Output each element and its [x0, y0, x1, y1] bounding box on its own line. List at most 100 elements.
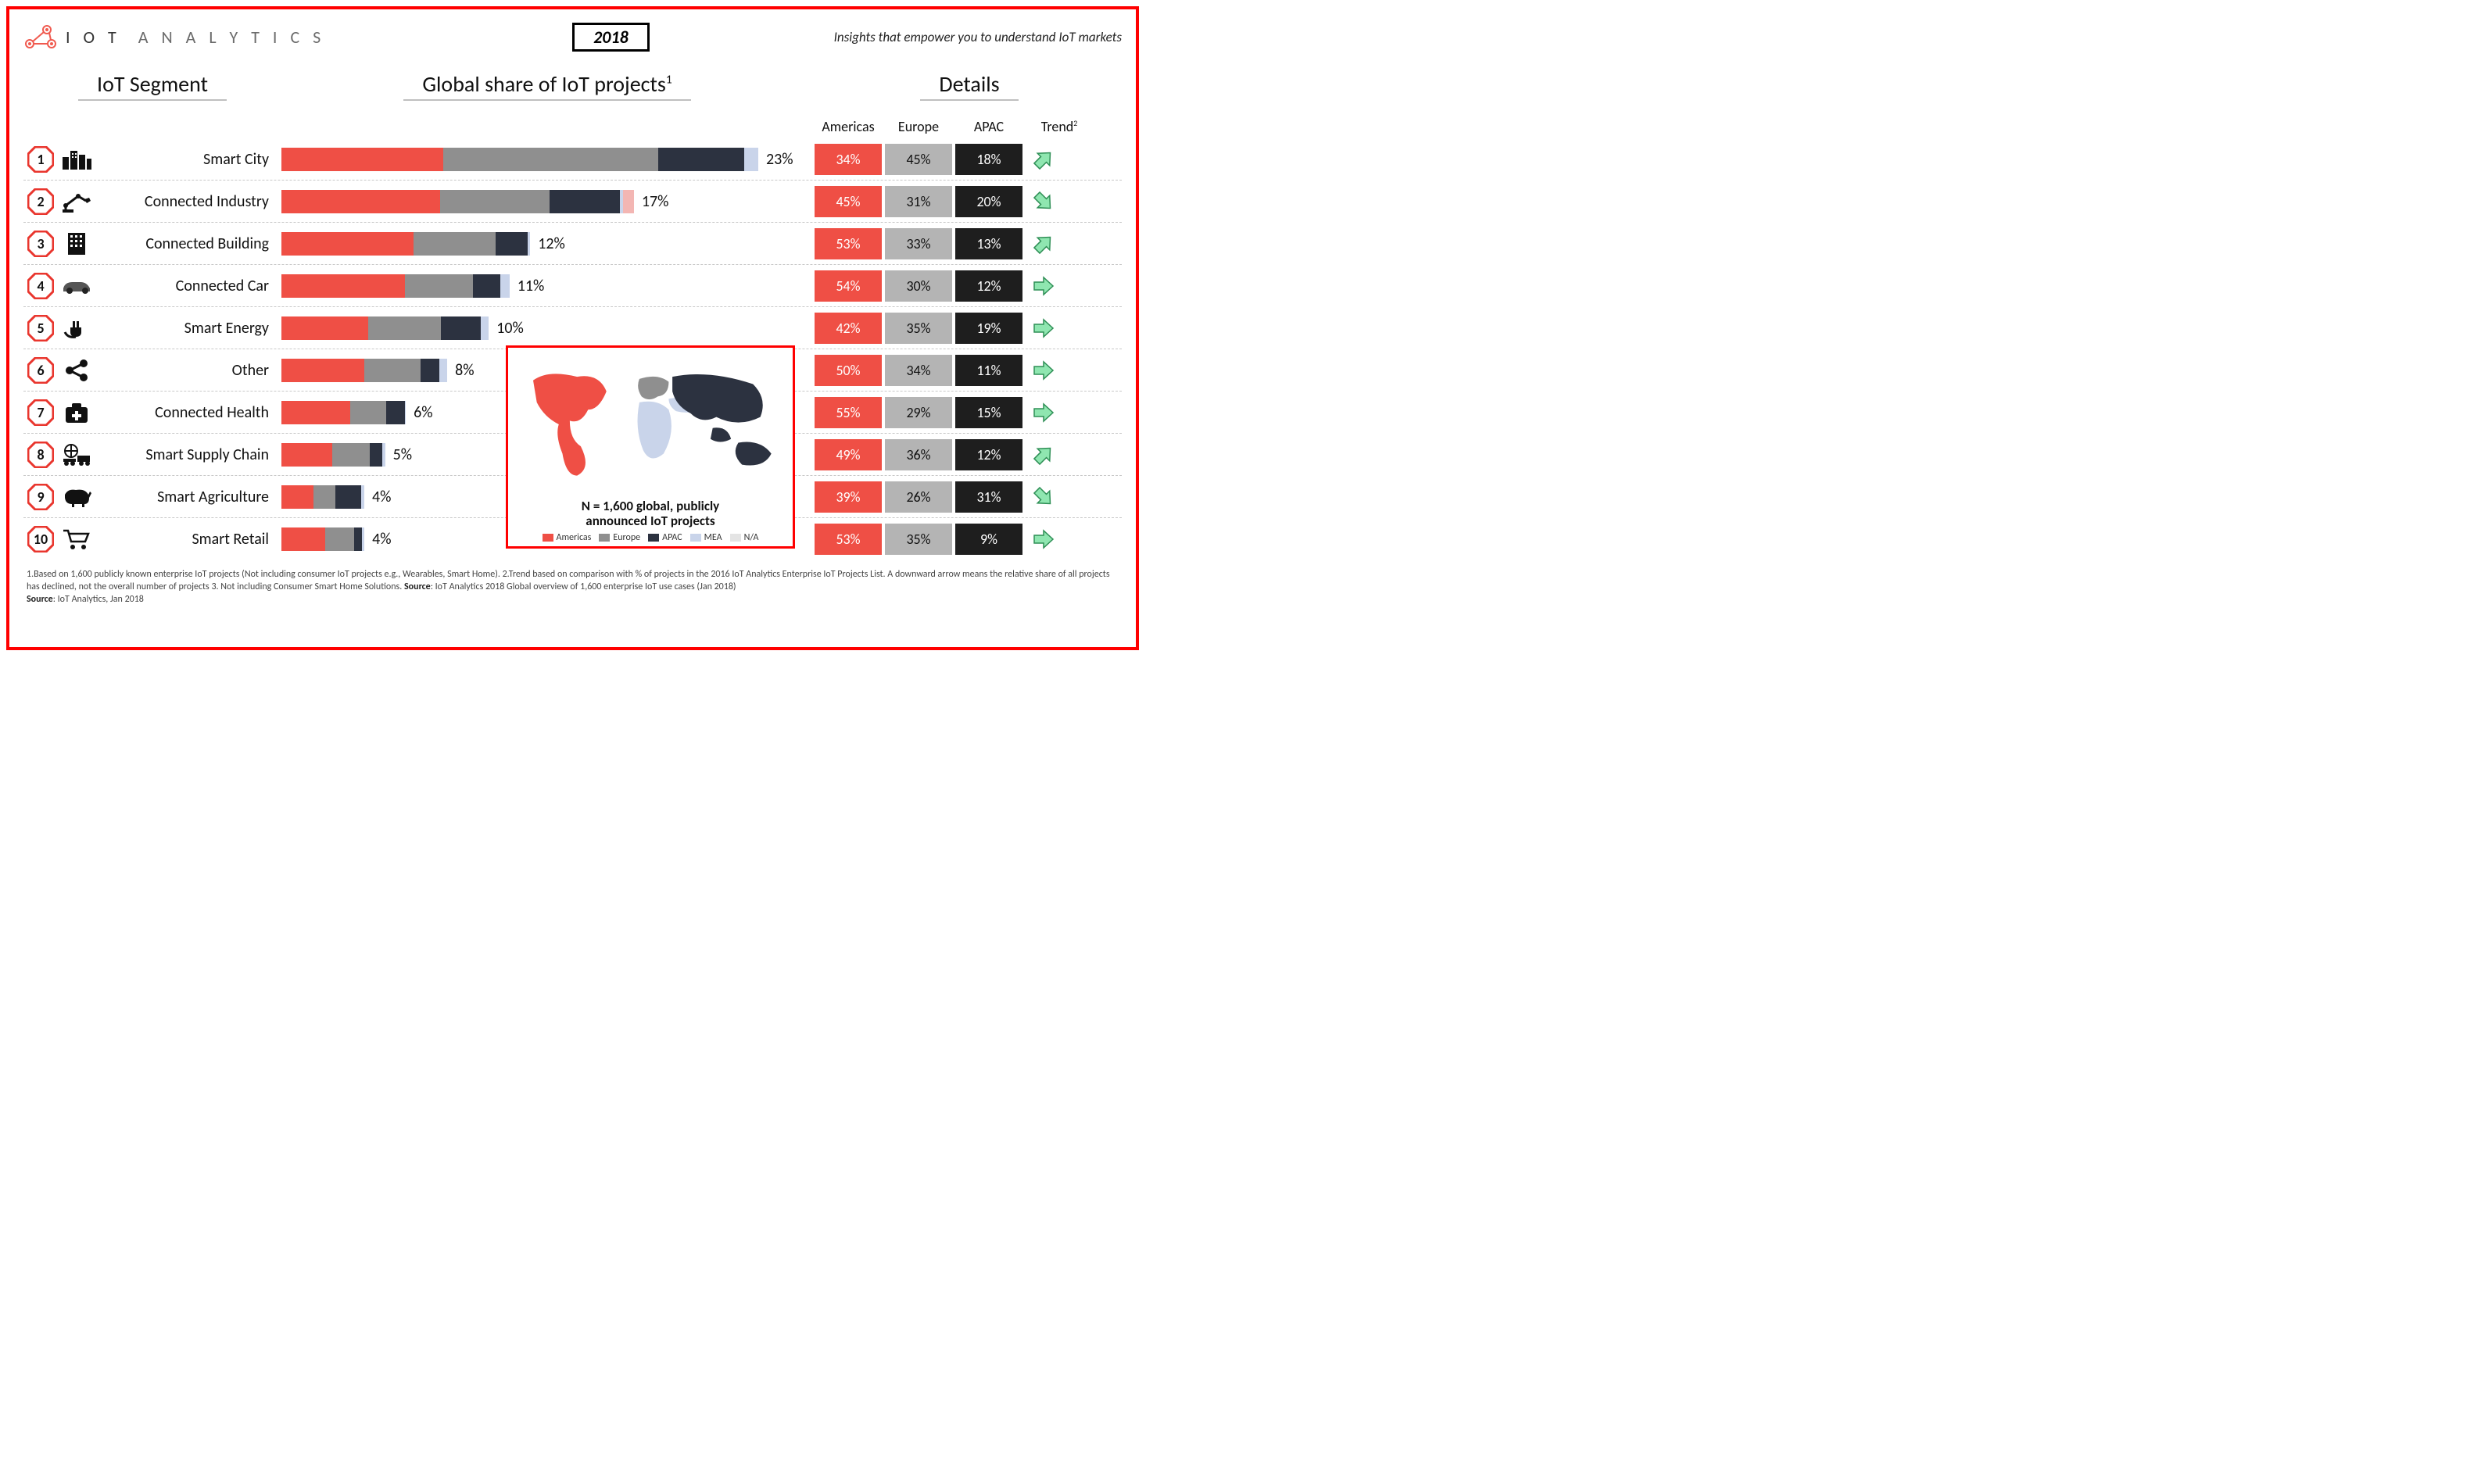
cow-icon	[58, 487, 95, 507]
header: I O T A N A L Y T I C S 2018 Insights th…	[23, 17, 1122, 56]
segment-label: Smart Energy	[95, 319, 281, 338]
cart-icon	[58, 527, 95, 551]
detail-apac: 18%	[955, 144, 1022, 175]
share-icon	[58, 359, 95, 382]
rank-badge: 9	[23, 484, 58, 510]
share-bar: 11%	[281, 272, 813, 300]
bar-segment-europe	[368, 316, 441, 340]
trend-arrow-icon	[1024, 146, 1063, 173]
col-apac: APAC	[954, 118, 1024, 138]
bar-segment-na	[623, 190, 634, 213]
share-total-label: 6%	[406, 403, 432, 422]
trend-arrow-icon	[1024, 231, 1063, 257]
header-segment: IoT Segment	[78, 70, 227, 101]
detail-europe: 35%	[885, 313, 952, 344]
detail-apac: 12%	[955, 439, 1022, 470]
bar-segment-apac	[370, 443, 382, 467]
segment-label: Smart Agriculture	[95, 488, 281, 506]
bar-segment-americas	[281, 274, 405, 298]
city-icon	[58, 148, 95, 171]
segment-label: Connected Building	[95, 234, 281, 253]
detail-apac: 9%	[955, 524, 1022, 555]
detail-americas: 55%	[815, 397, 882, 428]
bar-segment-americas	[281, 148, 443, 171]
bar-segment-mea	[405, 401, 406, 424]
detail-americas: 54%	[815, 270, 882, 302]
segment-row: 1Smart City23%34%45%18%	[23, 138, 1122, 181]
footnotes: 1.Based on 1,600 publicly known enterpri…	[23, 568, 1122, 606]
legend-item: N/A	[730, 532, 759, 543]
car-icon	[58, 277, 95, 295]
header-details: Details	[920, 70, 1018, 101]
trend-arrow-icon	[1024, 315, 1063, 341]
segment-label: Smart Supply Chain	[95, 445, 281, 464]
segment-row: 5Smart Energy10%42%35%19%	[23, 307, 1122, 349]
bar-segment-apac	[441, 316, 480, 340]
bar-segment-europe	[414, 232, 496, 256]
tagline: Insights that empower you to understand …	[834, 29, 1122, 45]
bar-segment-apac	[658, 148, 744, 171]
trend-arrow-icon	[1024, 399, 1063, 426]
detail-apac: 31%	[955, 481, 1022, 513]
segment-label: Smart City	[95, 150, 281, 169]
trend-arrow-icon	[1024, 357, 1063, 384]
segment-label: Connected Car	[95, 277, 281, 295]
detail-americas: 45%	[815, 186, 882, 217]
detail-europe: 26%	[885, 481, 952, 513]
bar-segment-mea	[362, 527, 364, 551]
trend-arrow-icon	[1024, 273, 1063, 299]
brand-name: I O T A N A L Y T I C S	[66, 27, 325, 48]
detail-apac: 11%	[955, 355, 1022, 386]
logo-mark-icon	[23, 23, 58, 50]
detail-europe: 30%	[885, 270, 952, 302]
detail-europe: 34%	[885, 355, 952, 386]
detail-americas: 39%	[815, 481, 882, 513]
bar-segment-apac	[354, 527, 362, 551]
detail-americas: 53%	[815, 228, 882, 259]
share-total-label: 17%	[634, 192, 669, 211]
bar-segment-americas	[281, 485, 313, 509]
bar-segment-apac	[386, 401, 405, 424]
rank-badge: 10	[23, 526, 58, 552]
segment-label: Other	[95, 361, 281, 380]
legend-item: Americas	[543, 532, 592, 543]
world-map-icon	[513, 352, 788, 497]
supply-icon	[58, 443, 95, 467]
detail-apac: 12%	[955, 270, 1022, 302]
bar-segment-mea	[382, 443, 385, 467]
bar-segment-europe	[332, 443, 370, 467]
bar-segment-americas	[281, 359, 364, 382]
detail-europe: 29%	[885, 397, 952, 428]
brand-logo: I O T A N A L Y T I C S	[23, 23, 325, 50]
header-share: Global share of IoT projects1	[403, 70, 690, 101]
details-subheader: Americas Europe APAC Trend2	[23, 107, 1122, 138]
detail-americas: 34%	[815, 144, 882, 175]
share-bar: 10%	[281, 314, 813, 342]
rank-badge: 5	[23, 315, 58, 341]
bar-segment-americas	[281, 527, 325, 551]
legend-item: MEA	[690, 532, 722, 543]
bar-segment-europe	[350, 401, 386, 424]
rank-badge: 7	[23, 399, 58, 426]
detail-apac: 15%	[955, 397, 1022, 428]
rank-badge: 4	[23, 273, 58, 299]
share-bar: 17%	[281, 188, 813, 216]
map-inset: N = 1,600 global, publicly announced IoT…	[506, 345, 795, 549]
building-icon	[58, 231, 95, 256]
rank-badge: 6	[23, 357, 58, 384]
detail-europe: 45%	[885, 144, 952, 175]
share-total-label: 12%	[530, 234, 565, 253]
rank-badge: 3	[23, 231, 58, 257]
trend-arrow-icon	[1024, 188, 1063, 215]
col-trend: Trend2	[1024, 118, 1094, 138]
share-total-label: 4%	[364, 488, 391, 506]
bar-segment-mea	[500, 274, 510, 298]
detail-apac: 19%	[955, 313, 1022, 344]
bar-segment-americas	[281, 232, 414, 256]
detail-americas: 50%	[815, 355, 882, 386]
legend-item: Europe	[599, 532, 640, 543]
detail-apac: 13%	[955, 228, 1022, 259]
bar-segment-europe	[405, 274, 474, 298]
share-total-label: 5%	[385, 445, 412, 464]
infographic-frame: I O T A N A L Y T I C S 2018 Insights th…	[6, 6, 1139, 650]
